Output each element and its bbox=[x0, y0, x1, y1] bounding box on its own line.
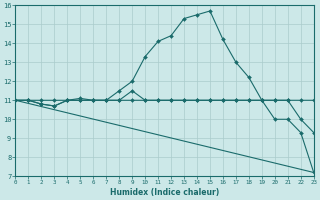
X-axis label: Humidex (Indice chaleur): Humidex (Indice chaleur) bbox=[110, 188, 219, 197]
